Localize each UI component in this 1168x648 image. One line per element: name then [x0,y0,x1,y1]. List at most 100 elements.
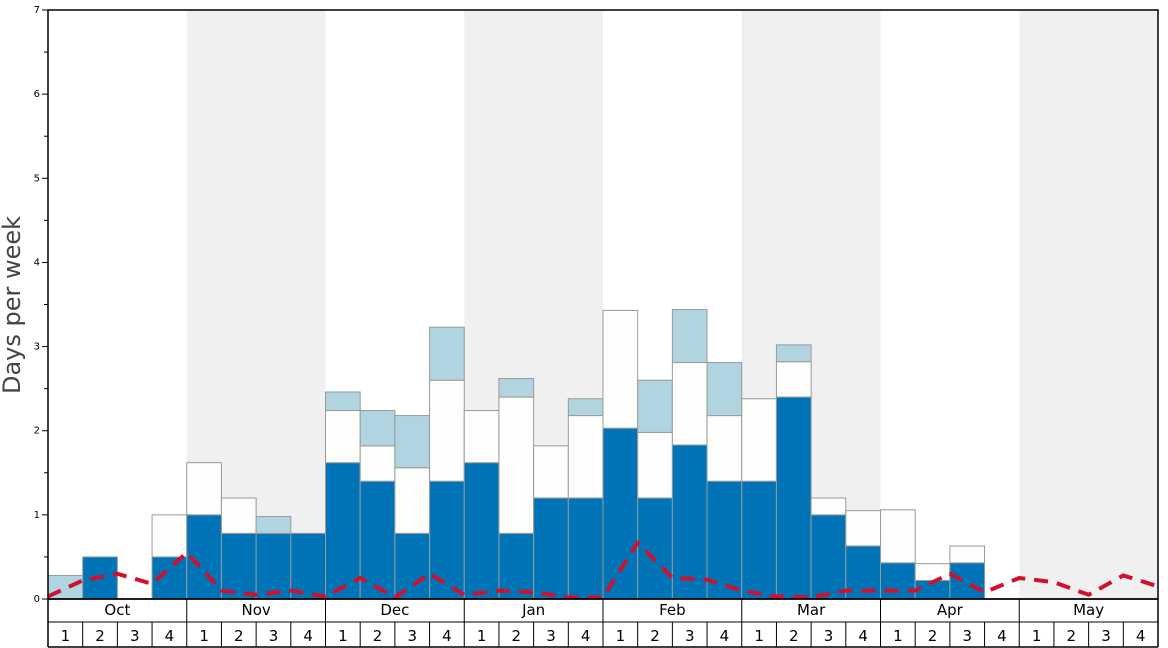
week-label: 1 [1032,627,1042,645]
bar-segment-b [498,396,535,534]
bar-segment-a [637,497,673,600]
bar-segment-a [429,480,465,600]
week-label: 2 [928,627,938,645]
bar-segment-b [671,362,708,446]
week-label: 4 [165,627,175,645]
week-label: 3 [824,627,834,645]
bar-segment-a [706,480,743,600]
bar-segment-a [671,444,708,600]
bar-segment-a [949,562,986,600]
y-tick-label: 4 [34,257,40,268]
bar-segment-a [880,562,916,600]
y-tick-label: 7 [34,5,40,16]
month-label: May [1073,601,1104,619]
y-tick-label: 2 [34,426,40,437]
bar-segment-c [567,398,604,417]
week-label: 4 [1136,627,1146,645]
bar-segment-b [325,410,361,464]
week-label: 2 [789,627,799,645]
bar-segment-c [325,391,361,412]
week-label: 4 [858,627,868,645]
bar-segment-a [290,532,326,600]
week-label: 2 [512,627,522,645]
bar-segment-c [637,379,673,433]
bar-segment-b [567,415,604,499]
bar-segment-a [463,462,500,600]
bar-segment-a [602,427,639,600]
week-label: 3 [269,627,279,645]
bar-segment-c [706,362,743,417]
month-band [1019,10,1158,599]
week-label: 3 [407,627,417,645]
bar-segment-b [151,514,188,558]
x-axis: Oct Nov Dec Jan Feb Mar Apr May 1 2 3 4 1 2 3 4 1 2 3 4 1 2 3 4… [47,598,1159,648]
bar-segment-b [394,467,431,534]
week-label: 1 [338,627,348,645]
month-label: Jan [521,601,545,619]
bar-segment-a [498,532,535,600]
bar-segment-b [914,563,951,581]
bar-segment-b [533,445,569,499]
average-line [47,540,1159,600]
week-label: 4 [303,627,313,645]
bar-segment-a [325,462,361,600]
week-label: 1 [199,627,209,645]
bar-segment-b [845,510,881,547]
y-axis-title: Days per week [0,216,26,394]
week-label: 2 [650,627,660,645]
month-label: Oct [104,601,130,619]
month-label: Apr [937,601,964,619]
bar-segment-b [880,509,916,564]
bar-segment-b [186,462,222,516]
bar-segment-b [741,398,777,482]
y-tick-label: 0 [34,594,40,605]
week-label: 1 [61,627,71,645]
week-label: 1 [893,627,903,645]
week-label: 4 [720,627,730,645]
bar-segment-a [394,532,431,600]
week-label: 3 [1101,627,1111,645]
bar-segment-c [359,410,396,447]
bar-segment-b [706,415,743,482]
y-axis: 0 1 2 3 4 5 6 7 [34,5,48,605]
week-label: 4 [997,627,1007,645]
y-tick-label: 6 [34,89,40,100]
week-label: 4 [442,627,452,645]
month-band-layer [186,10,1158,599]
bar-segment-c [394,415,431,469]
bar-segment-b [637,431,673,499]
bar-segment-b [602,309,639,429]
bar-segment-b [775,361,812,398]
bar-layer [47,309,986,600]
bar-segment-c [671,309,708,364]
month-label: Dec [380,601,409,619]
bar-segment-a [255,532,292,600]
y-tick-label: 1 [34,510,40,521]
bar-segment-b [949,545,986,564]
week-label: 2 [373,627,383,645]
bar-segment-a [741,480,777,600]
bar-segment-b [810,497,847,516]
bar-segment-a [567,497,604,600]
month-label: Nov [241,601,270,619]
week-label: 2 [95,627,105,645]
bar-segment-c [775,344,812,363]
y-tick-label: 3 [34,342,40,353]
week-label: 2 [1067,627,1077,645]
week-label: 3 [962,627,972,645]
bar-segment-c [255,516,292,534]
month-label: Feb [659,601,686,619]
week-label: 3 [685,627,695,645]
week-label: 3 [546,627,556,645]
bar-segment-c [429,326,465,381]
bar-segment-b [429,379,465,482]
bar-segment-a [220,532,257,600]
week-label: 3 [130,627,140,645]
bar-segment-b [359,445,396,482]
week-label: 2 [234,627,244,645]
average-line-layer [47,540,1159,600]
y-tick-label: 5 [34,173,40,184]
week-label: 1 [616,627,626,645]
week-label: 1 [477,627,487,645]
